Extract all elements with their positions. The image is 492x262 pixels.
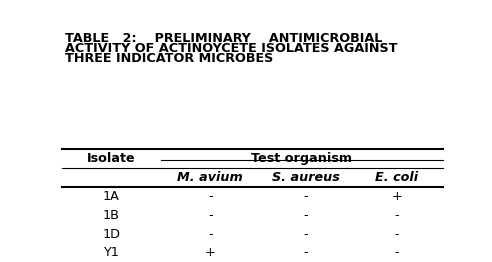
Text: THREE INDICATOR MICROBES: THREE INDICATOR MICROBES (65, 52, 274, 65)
Text: -: - (395, 209, 400, 222)
Text: -: - (303, 190, 308, 203)
Text: Test organism: Test organism (251, 152, 352, 166)
Text: -: - (303, 227, 308, 241)
Text: -: - (208, 209, 213, 222)
Text: E. coli: E. coli (375, 171, 419, 184)
Text: TABLE   2:    PRELIMINARY    ANTIMICROBIAL: TABLE 2: PRELIMINARY ANTIMICROBIAL (65, 32, 383, 45)
Text: S. aureus: S. aureus (272, 171, 339, 184)
Text: -: - (303, 246, 308, 259)
Text: M. avium: M. avium (177, 171, 243, 184)
Text: ACTIVITY OF ACTINOYCETE ISOLATES AGAINST: ACTIVITY OF ACTINOYCETE ISOLATES AGAINST (65, 42, 398, 55)
Text: 1B: 1B (103, 209, 120, 222)
Text: Isolate: Isolate (87, 152, 135, 166)
Text: Y1: Y1 (103, 246, 119, 259)
Text: -: - (208, 190, 213, 203)
Text: -: - (208, 227, 213, 241)
Text: +: + (392, 190, 402, 203)
Text: 1A: 1A (103, 190, 120, 203)
Text: +: + (205, 246, 215, 259)
Text: -: - (395, 227, 400, 241)
Text: -: - (395, 246, 400, 259)
Text: -: - (303, 209, 308, 222)
Text: 1D: 1D (102, 227, 120, 241)
